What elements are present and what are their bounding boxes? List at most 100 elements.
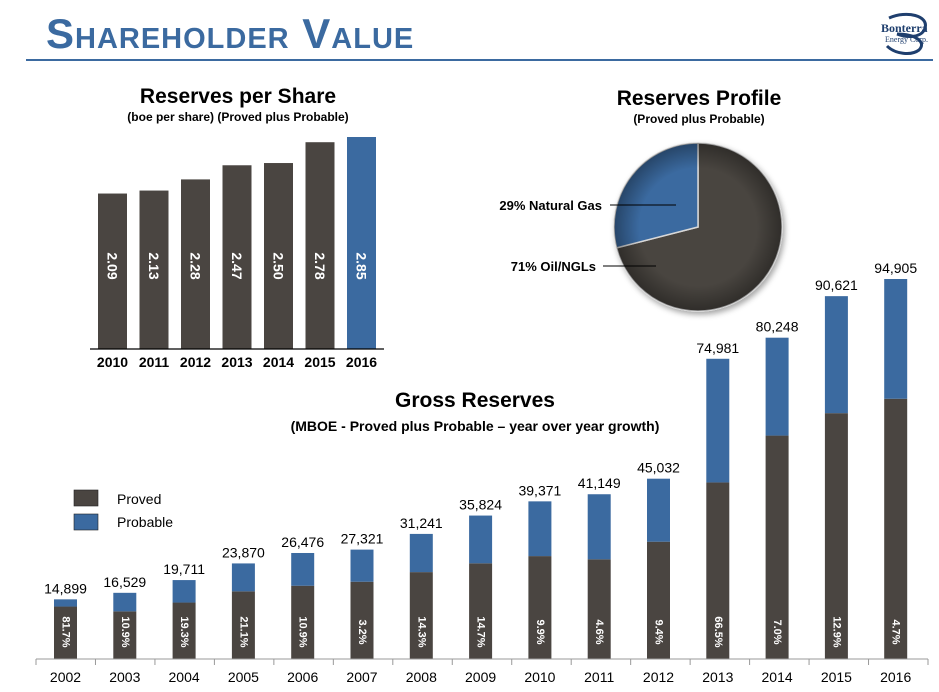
gr-title: Gross Reserves: [395, 389, 555, 412]
pie-label-gas: 29% Natural Gas: [499, 198, 602, 213]
legend-swatch-probable: [73, 513, 99, 531]
pie-shading: [614, 143, 782, 311]
gr-bar-proved-2005: [231, 591, 255, 659]
rps-bar-2015: [305, 142, 335, 349]
gr-total-label-2015: 90,621: [815, 277, 858, 293]
gr-total-label-2010: 39,371: [518, 482, 561, 498]
gr-x-label-2007: 2007: [346, 669, 377, 685]
reserves-per-share-chart: Reserves per Share (boe per share) (Prov…: [90, 85, 384, 370]
rps-subtitle: (boe per share) (Proved plus Probable): [127, 110, 348, 124]
rps-bar-2010: [98, 193, 127, 349]
gr-bar-probable-2010: [528, 501, 552, 557]
reserves-profile-chart: Reserves Profile (Proved plus Probable) …: [499, 87, 783, 312]
rps-x-label-2013: 2013: [221, 354, 252, 370]
gr-growth-label-2009: 14.7%: [475, 616, 487, 647]
pie-subtitle: (Proved plus Probable): [633, 112, 764, 126]
rps-bar-2011: [139, 190, 169, 349]
rps-bar-2012: [181, 179, 210, 349]
gr-bar-proved-2011: [587, 559, 611, 659]
gr-bar-probable-2014: [765, 337, 789, 436]
gr-total-label-2008: 31,241: [400, 515, 443, 531]
gr-x-label-2016: 2016: [880, 669, 911, 685]
gr-growth-label-2014: 7.0%: [771, 619, 783, 644]
gr-total-label-2004: 19,711: [163, 561, 205, 577]
gr-bar-proved-2007: [350, 581, 374, 659]
gr-bar-proved-2002: [54, 606, 77, 659]
gr-bar-probable-2016: [884, 279, 908, 399]
gr-x-label-2008: 2008: [406, 669, 437, 685]
gr-bar-proved-2012: [647, 541, 670, 659]
gr-total-label-2006: 26,476: [281, 534, 324, 550]
legend-label-probable: Probable: [117, 514, 173, 530]
gr-total-label-2005: 23,870: [222, 544, 265, 560]
gr-bar-proved-2013: [706, 482, 730, 659]
rps-bar-label-2012: 2.28: [188, 252, 204, 279]
gr-bar-probable-2011: [587, 494, 611, 560]
pie-label-oil: 71% Oil/NGLs: [511, 259, 596, 274]
gr-growth-label-2013: 66.5%: [712, 616, 724, 647]
gr-growth-label-2007: 3.2%: [356, 619, 368, 644]
gr-growth-label-2011: 4.6%: [593, 619, 605, 644]
company-logo: Bonterra Energy Corp.: [881, 12, 928, 55]
gr-x-label-2012: 2012: [643, 669, 674, 685]
gr-x-label-2011: 2011: [584, 669, 614, 685]
rps-bar-label-2010: 2.09: [105, 252, 121, 279]
gr-x-label-2009: 2009: [465, 669, 496, 685]
gr-total-label-2016: 94,905: [874, 260, 917, 276]
page-title: Shareholder Value: [46, 10, 415, 57]
gr-x-label-2003: 2003: [109, 669, 140, 685]
gr-x-label-2014: 2014: [762, 669, 793, 685]
gr-total-label-2009: 35,824: [459, 497, 502, 513]
rps-bar-2016: [347, 137, 376, 349]
rps-bar-label-2015: 2.78: [312, 252, 328, 279]
gr-bar-probable-2004: [172, 580, 196, 603]
gr-bar-probable-2008: [409, 533, 433, 573]
gr-bar-probable-2003: [113, 592, 137, 612]
gr-bar-probable-2013: [706, 358, 730, 483]
gr-bar-proved-2004: [172, 602, 196, 659]
gr-growth-label-2004: 19.3%: [178, 616, 190, 647]
pie-title: Reserves Profile: [617, 87, 782, 110]
rps-x-label-2011: 2011: [139, 354, 170, 370]
rps-x-label-2010: 2010: [97, 354, 128, 370]
rps-bar-label-2011: 2.13: [146, 252, 162, 279]
gr-bar-probable-2005: [231, 563, 255, 592]
rps-bar-label-2013: 2.47: [229, 252, 245, 279]
gr-bar-proved-2008: [409, 572, 433, 659]
gr-bar-probable-2012: [647, 478, 670, 542]
gr-bar-proved-2016: [884, 398, 908, 659]
gross-reserves-chart: Gross Reserves (MBOE - Proved plus Proba…: [35, 260, 929, 685]
rps-bar-label-2014: 2.50: [271, 252, 287, 279]
gr-bar-proved-2009: [469, 563, 493, 659]
gr-bar-proved-2003: [113, 611, 137, 659]
gr-growth-label-2015: 12.9%: [830, 616, 842, 647]
gr-x-label-2015: 2015: [821, 669, 852, 685]
gr-total-label-2012: 45,032: [637, 460, 680, 476]
rps-x-label-2012: 2012: [180, 354, 211, 370]
rps-x-label-2015: 2015: [304, 354, 335, 370]
gr-x-label-2004: 2004: [169, 669, 200, 685]
gr-subtitle: (MBOE - Proved plus Probable – year over…: [291, 418, 660, 434]
rps-bar-label-2016: 2.85: [354, 252, 370, 279]
gr-x-label-2002: 2002: [50, 669, 81, 685]
gr-growth-label-2012: 9.4%: [653, 619, 665, 644]
gr-total-label-2007: 27,321: [341, 531, 384, 547]
rps-x-label-2016: 2016: [346, 354, 377, 370]
gr-growth-label-2003: 10.9%: [119, 616, 131, 647]
gr-total-label-2003: 16,529: [103, 574, 146, 590]
rps-bar-2013: [222, 165, 252, 349]
gr-total-label-2014: 80,248: [756, 319, 799, 335]
gr-total-label-2013: 74,981: [696, 340, 739, 356]
gr-total-label-2011: 41,149: [578, 475, 621, 491]
gr-bar-proved-2015: [824, 413, 848, 659]
gr-growth-label-2005: 21.1%: [237, 616, 249, 647]
gr-bar-probable-2006: [291, 552, 315, 586]
title-underline: [26, 59, 933, 61]
gr-total-label-2002: 14,899: [44, 580, 87, 596]
gr-growth-label-2008: 14.3%: [415, 616, 427, 647]
gr-x-label-2013: 2013: [702, 669, 733, 685]
rps-bar-2014: [264, 163, 293, 349]
logo-name: Bonterra: [881, 21, 928, 35]
